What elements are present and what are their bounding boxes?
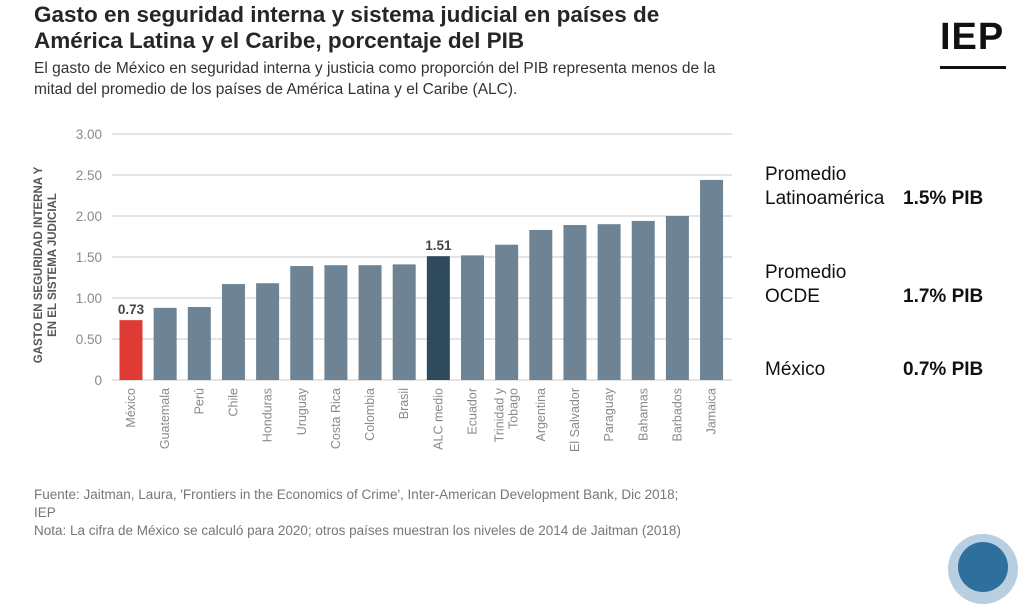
x-tick-label: Trinidad yTobago <box>493 387 521 442</box>
bar-chart: GASTO EN SEGURIDAD INTERNA Y EN EL SISTEM… <box>33 127 732 452</box>
x-tick-label: Costa Rica <box>329 388 343 449</box>
x-tick-label: Uruguay <box>295 387 309 435</box>
bar <box>700 179 724 380</box>
data-label: 1.51 <box>425 238 452 253</box>
stat-latam-value: 1.5% PIB <box>903 188 984 209</box>
y-tick-label: 3.00 <box>76 127 102 142</box>
x-tick-label: Chile <box>226 388 240 417</box>
x-tick-label: Perú <box>192 388 206 414</box>
bar <box>290 266 314 380</box>
x-tick-label: México <box>124 388 138 428</box>
x-tick-label: El Salvador <box>568 388 582 452</box>
bar <box>597 224 621 380</box>
logo-underline <box>940 66 1006 69</box>
x-tick-label: Argentina <box>534 388 548 442</box>
y-tick-label: 1.00 <box>76 291 102 306</box>
stat-ocde-label-1: Promedio <box>765 262 847 283</box>
corner-badge-inner <box>958 542 1008 592</box>
stat-mexico-label: México <box>765 359 826 380</box>
source-note: Fuente: Jaitman, Laura, 'Frontiers in th… <box>34 487 679 520</box>
bar <box>221 284 245 380</box>
x-tick-label: Barbados <box>670 388 684 442</box>
bar <box>665 216 689 380</box>
iep-logo: IEP <box>940 18 1008 70</box>
logo-text: IEP <box>940 16 1005 58</box>
x-tick-labels: México Guatemala Perú Chile Honduras Uruguay C… <box>124 387 719 452</box>
chart-title: Gasto en seguridad interna y sistema jud… <box>34 2 660 53</box>
bar <box>256 283 280 380</box>
x-tick-label: Jamaica <box>705 388 719 435</box>
stat-ocde-value: 1.7% PIB <box>903 286 984 307</box>
stat-ocde-label-2: OCDE <box>765 286 820 307</box>
grid-lines <box>112 133 732 381</box>
x-tick-label: Ecuador <box>466 388 480 435</box>
stat-latam-label-2: Latinoamérica <box>765 188 885 209</box>
bar <box>358 265 382 380</box>
chart-subtitle: El gasto de México en seguridad interna … <box>34 60 716 98</box>
x-tick-label: Guatemala <box>158 388 172 449</box>
methodology-note: Nota: La cifra de México se calculó para… <box>34 523 681 538</box>
bars <box>119 179 724 380</box>
x-tick-label: Brasil <box>397 388 411 419</box>
y-axis-title: GASTO EN SEGURIDAD INTERNA Y EN EL SISTEM… <box>33 166 59 363</box>
y-tick-label: 2.00 <box>76 209 102 224</box>
stat-latam: Promedio Latinoamérica <box>765 163 884 211</box>
stat-ocde: Promedio OCDE <box>765 261 846 309</box>
y-tick-labels: 0 0.50 1.00 1.50 2.00 2.50 3.00 <box>76 127 102 388</box>
stat-latam-label-1: Promedio <box>765 164 847 185</box>
bar <box>392 264 416 380</box>
data-label: 0.73 <box>118 302 145 317</box>
y-tick-label: 2.50 <box>76 168 102 183</box>
bar <box>153 307 177 380</box>
bar <box>495 244 519 380</box>
x-tick-label: Bahamas <box>636 388 650 441</box>
y-tick-label: 0 <box>94 373 102 388</box>
bar <box>529 229 553 380</box>
bar <box>119 320 143 380</box>
bar <box>461 255 484 380</box>
stat-mexico-value: 0.7% PIB <box>903 359 984 380</box>
x-tick-label: ALC medio <box>431 388 445 450</box>
x-tick-label: Colombia <box>363 388 377 441</box>
y-tick-label: 1.50 <box>76 250 102 265</box>
corner-badge <box>948 534 1018 604</box>
x-tick-label: Paraguay <box>602 387 616 441</box>
bar <box>426 256 450 380</box>
footnotes: Fuente: Jaitman, Laura, 'Frontiers in th… <box>34 486 694 540</box>
x-tick-label: Honduras <box>261 388 275 442</box>
bar <box>187 307 211 380</box>
data-labels: 0.73 1.51 <box>118 238 452 317</box>
bar <box>324 265 348 380</box>
bar <box>631 220 655 380</box>
bar <box>563 225 587 380</box>
y-tick-label: 0.50 <box>76 332 102 347</box>
